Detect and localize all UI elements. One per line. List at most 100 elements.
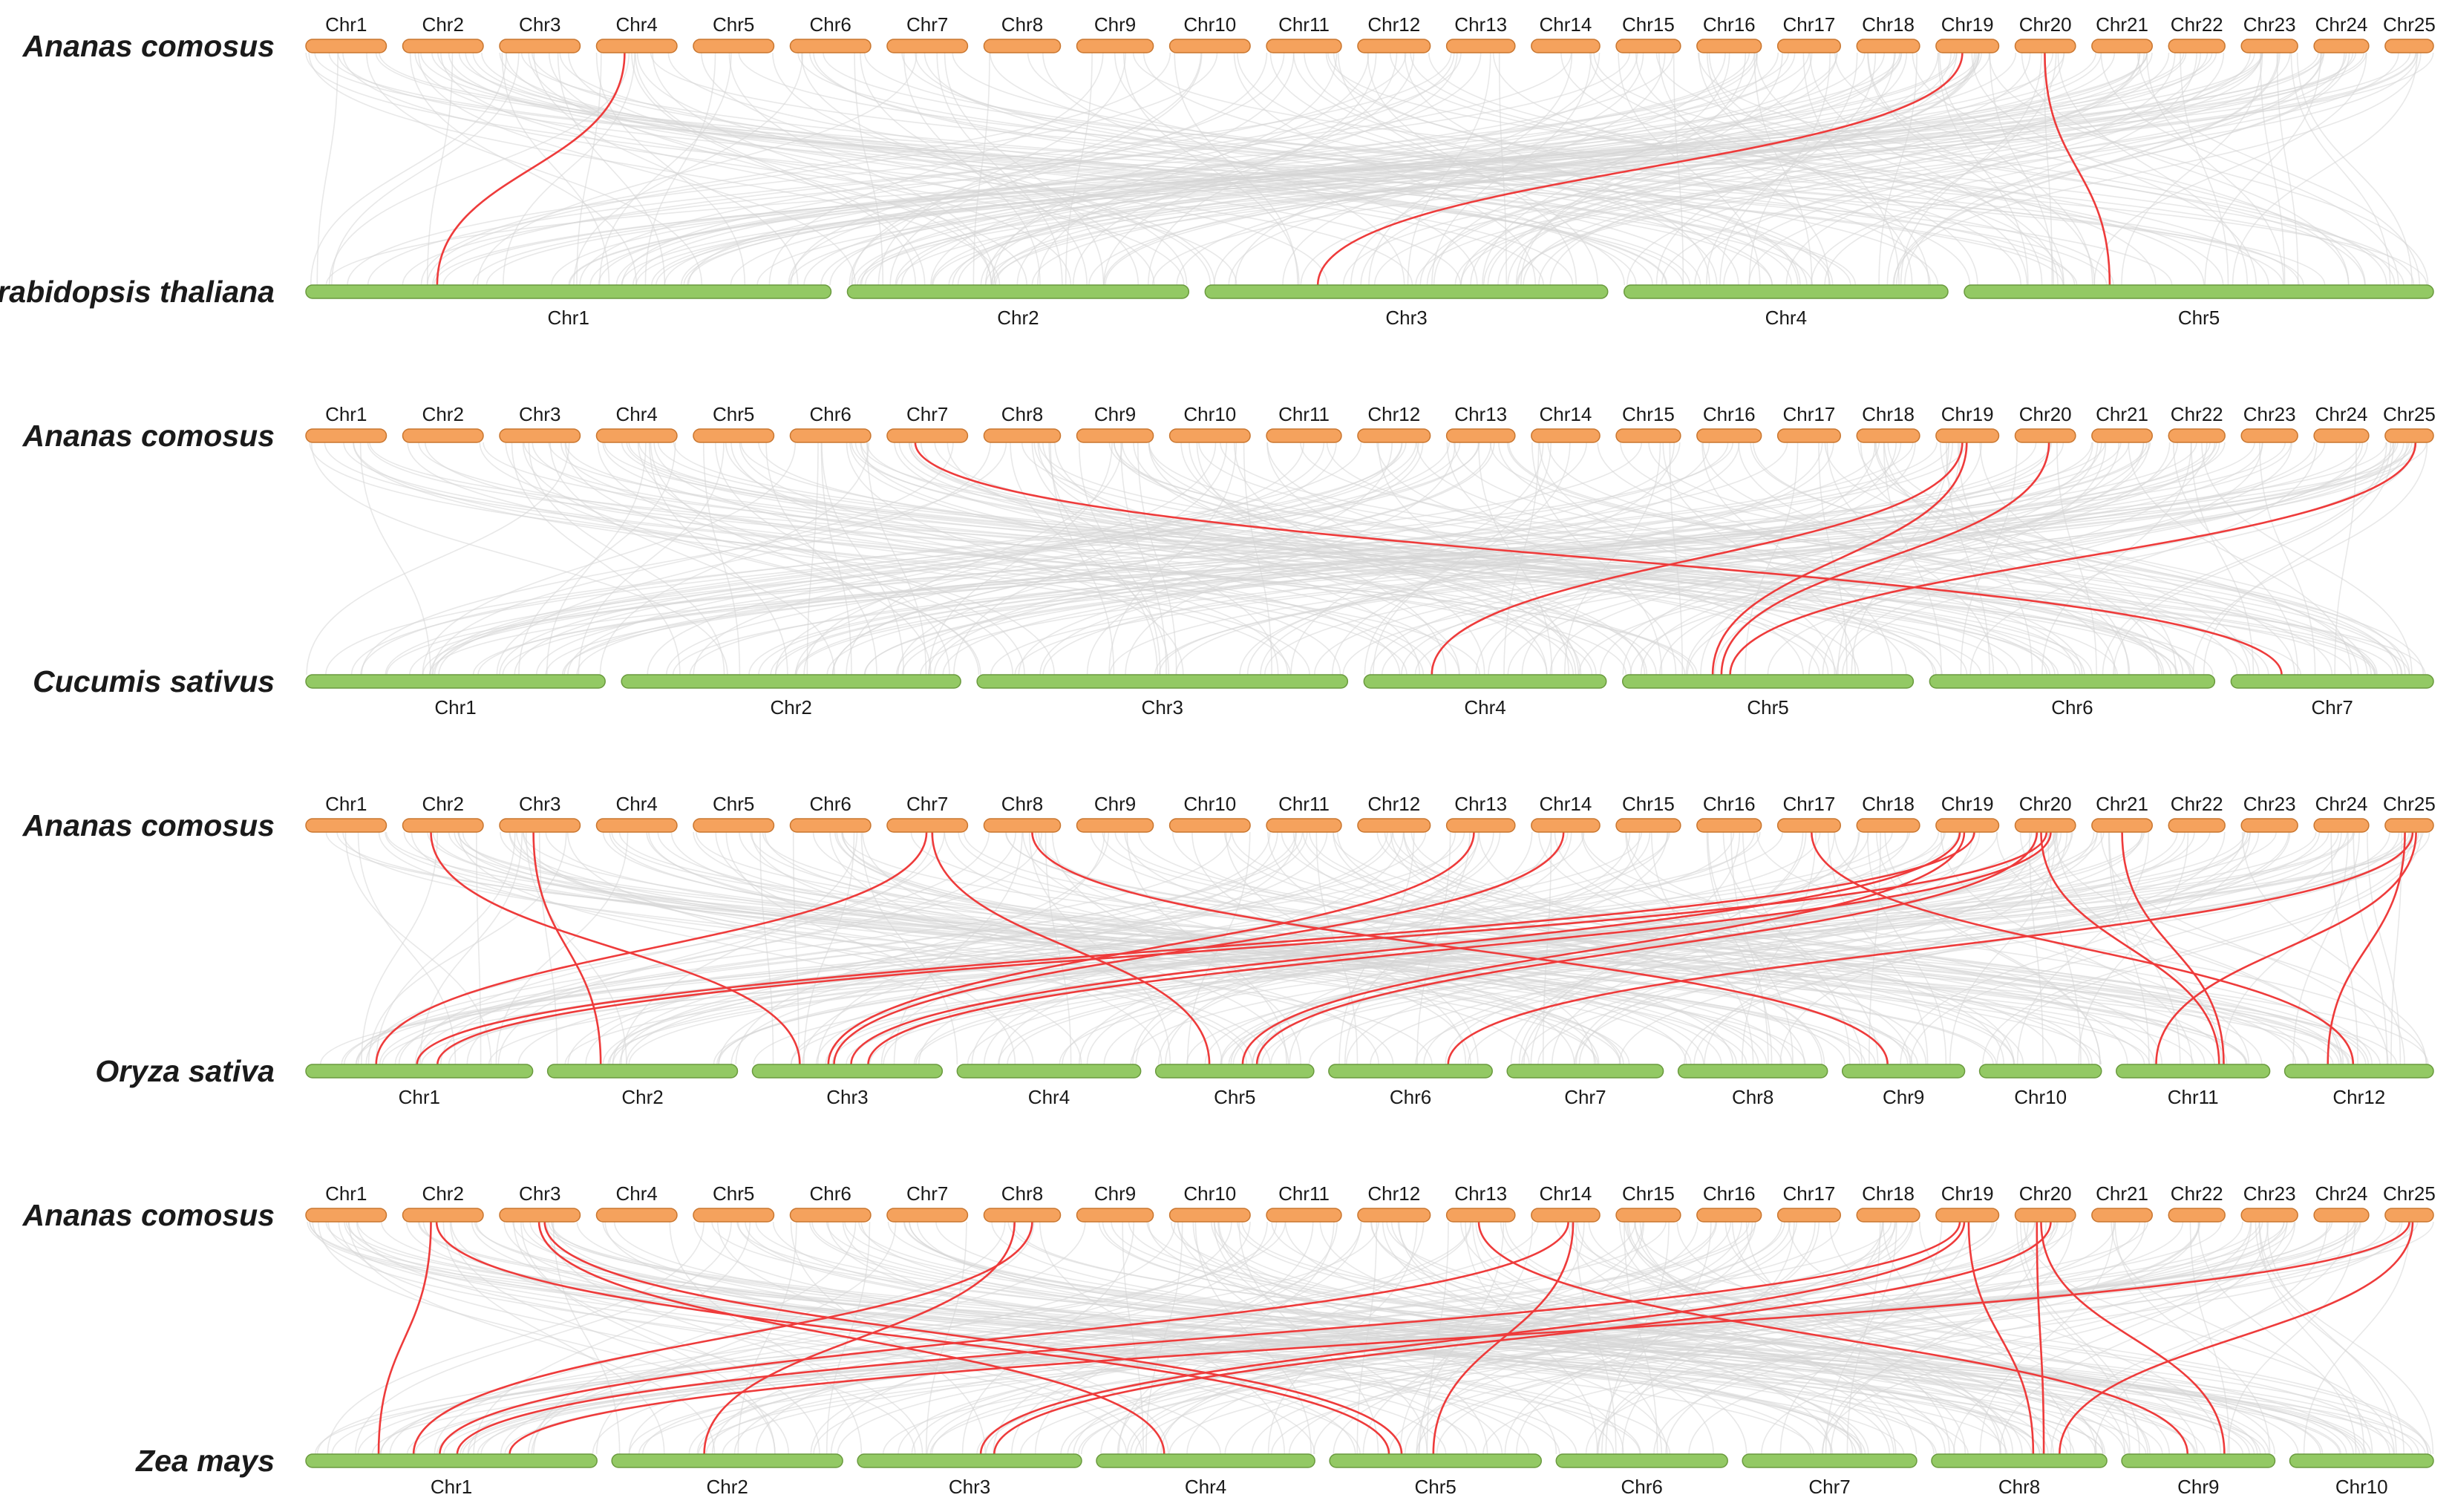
reference-chromosome-label: Chr7: [906, 793, 948, 815]
background-synteny-link: [602, 442, 1686, 675]
background-synteny-link: [1505, 1221, 2104, 1455]
background-synteny-link: [1688, 1221, 2252, 1455]
target-chromosome-bar: [1677, 1064, 1828, 1079]
target-chromosome-label: Chr5: [2178, 307, 2220, 329]
background-synteny-link: [1016, 52, 1458, 286]
highlight-synteny-link-chr14-chr5: [1432, 1221, 1575, 1455]
background-synteny-link: [472, 442, 2416, 675]
target-chromosome-bar: [621, 674, 961, 689]
background-synteny-link: [1826, 442, 1995, 675]
reference-chromosome-label: Chr6: [810, 403, 851, 425]
reference-chromosome-label: Chr11: [1278, 13, 1330, 36]
background-synteny-link: [1900, 831, 2251, 1065]
highlight-synteny-link-chr19-chr1: [416, 831, 1975, 1065]
background-synteny-link: [386, 442, 2106, 675]
target-chromosome-label: Chr2: [770, 696, 811, 719]
background-synteny-link: [1338, 831, 1415, 1065]
background-synteny-link: [722, 1221, 2358, 1455]
background-synteny-link: [1508, 442, 2372, 675]
highlight-synteny-link-chr20-chr5: [2044, 52, 2111, 286]
highlight-synteny-link-chr20-chr3: [993, 1221, 2052, 1455]
reference-chromosome-bar: [1168, 818, 1251, 833]
background-synteny-link: [1135, 831, 1572, 1065]
background-synteny-link: [316, 52, 339, 286]
background-synteny-link: [1580, 831, 2128, 1065]
reference-chromosome-label: Chr5: [713, 13, 754, 36]
background-synteny-link: [2173, 442, 2299, 675]
target-chromosome-bar: [1363, 674, 1607, 689]
reference-chromosome-label: Chr8: [1001, 403, 1043, 425]
target-chromosome-label: Chr12: [2332, 1086, 2385, 1108]
background-synteny-link: [1381, 442, 2396, 675]
highlight-synteny-link-chr19-chr3: [1316, 52, 1964, 286]
reference-chromosome-label: Chr3: [519, 1182, 560, 1205]
background-synteny-link: [1886, 52, 2057, 286]
target-chromosome-bar: [1204, 284, 1609, 299]
background-synteny-link: [305, 52, 1413, 286]
background-synteny-link: [851, 52, 1202, 286]
background-synteny-link: [2021, 52, 2350, 286]
reference-chromosome-label: Chr12: [1367, 13, 1420, 36]
background-synteny-link: [2019, 1221, 2140, 1455]
target-chromosome-bar: [1329, 1453, 1542, 1468]
target-chromosome-bar: [2283, 1064, 2434, 1079]
reference-chromosome-label: Chr15: [1622, 13, 1675, 36]
reference-chromosome-bar: [305, 39, 388, 53]
reference-chromosome-label: Chr16: [1703, 793, 1756, 815]
background-synteny-link: [1103, 52, 1980, 286]
background-synteny-link: [1123, 52, 1300, 286]
background-synteny-link: [909, 442, 2021, 675]
reference-chromosome-label: Chr15: [1622, 793, 1675, 815]
reference-chromosome-label: Chr11: [1278, 1182, 1330, 1205]
background-synteny-link: [1114, 831, 2429, 1065]
background-synteny-link: [522, 831, 1253, 1065]
reference-chromosome-label: Chr20: [2019, 403, 2072, 425]
target-chromosome-label: Chr5: [1415, 1476, 1457, 1498]
highlight-synteny-link-chr3-chr4: [537, 1221, 1165, 1455]
background-synteny-link: [557, 52, 666, 286]
background-synteny-link: [578, 442, 725, 675]
background-synteny-link: [454, 831, 1621, 1065]
reference-chromosome-label: Chr2: [422, 13, 464, 36]
target-chromosome-label: Chr6: [1390, 1086, 1431, 1108]
reference-chromosome-bar: [1531, 818, 1601, 833]
reference-chromosome-bar: [789, 428, 872, 443]
reference-chromosome-label: Chr17: [1783, 403, 1836, 425]
target-chromosome-bar: [305, 1453, 598, 1468]
reference-chromosome-bar: [1776, 818, 1842, 833]
background-synteny-link: [1048, 442, 1158, 675]
reference-chromosome-bar: [499, 818, 581, 833]
reference-chromosome-label: Chr22: [2171, 1182, 2223, 1205]
reference-chromosome-bar: [499, 39, 581, 53]
reference-chromosome-bar: [1615, 428, 1681, 443]
reference-chromosome-bar: [1615, 39, 1681, 53]
reference-chromosome-bar: [983, 818, 1062, 833]
background-synteny-link: [1078, 442, 1161, 675]
background-synteny-link: [1577, 1221, 2170, 1455]
reference-chromosome-label: Chr4: [616, 793, 658, 815]
background-synteny-link: [514, 442, 1461, 675]
target-chromosome-label: Chr4: [1765, 307, 1807, 329]
background-synteny-link: [513, 1221, 820, 1455]
background-synteny-link: [602, 831, 1755, 1065]
reference-chromosome-bar: [2384, 428, 2434, 443]
background-synteny-link: [1392, 831, 2343, 1065]
background-synteny-link: [705, 1221, 2036, 1455]
background-synteny-link: [1706, 52, 1877, 286]
background-synteny-link: [1622, 442, 1982, 675]
background-synteny-link: [2260, 52, 2286, 286]
background-synteny-link: [1723, 52, 2225, 286]
reference-chromosome-label: Chr5: [713, 793, 754, 815]
background-synteny-link: [2222, 831, 2360, 1065]
target-species-label: Arabidopsis thaliana: [0, 275, 275, 309]
background-synteny-link: [860, 52, 1779, 286]
background-synteny-link: [1818, 442, 1848, 675]
target-chromosome-bar: [1929, 674, 2216, 689]
background-synteny-link: [1165, 831, 1533, 1065]
background-synteny-link: [382, 831, 2277, 1065]
background-synteny-link: [910, 831, 2215, 1065]
background-synteny-link: [375, 52, 2173, 286]
background-synteny-link: [1196, 442, 1447, 675]
background-synteny-link: [548, 52, 993, 286]
reference-chromosome-label: Chr12: [1367, 793, 1420, 815]
